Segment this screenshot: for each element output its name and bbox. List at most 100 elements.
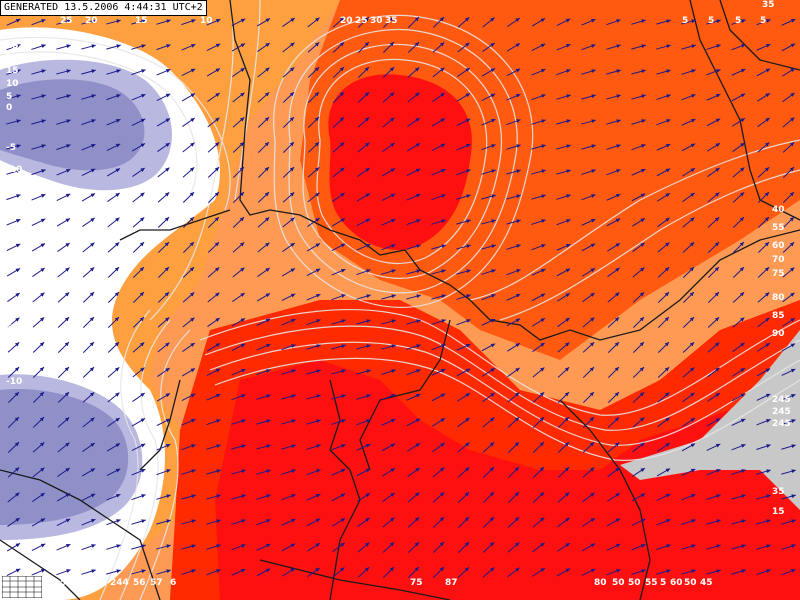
edge-label: -5 xyxy=(6,143,16,153)
wind-arrow-icon xyxy=(582,317,595,328)
wind-arrow-icon xyxy=(407,467,420,478)
wind-arrow-icon xyxy=(432,541,445,554)
wind-arrow-icon xyxy=(781,469,796,475)
wind-arrow-icon xyxy=(256,444,271,450)
edge-label: 56 xyxy=(133,578,146,588)
wind-arrow-icon xyxy=(681,167,696,177)
wind-arrow-icon xyxy=(256,369,271,376)
wind-arrow-icon xyxy=(781,544,796,551)
wind-arrow-icon xyxy=(31,218,46,227)
wind-arrow-icon xyxy=(382,16,395,28)
wind-arrow-icon xyxy=(631,119,646,125)
wind-arrow-icon xyxy=(656,69,671,75)
wind-arrow-icon xyxy=(432,491,445,503)
wind-arrow-icon xyxy=(432,92,446,102)
wind-arrow-icon xyxy=(81,143,96,151)
wind-arrow-icon xyxy=(631,569,646,575)
wind-arrow-icon xyxy=(456,143,471,151)
wind-arrow-icon xyxy=(356,344,371,350)
wind-arrow-icon xyxy=(781,519,796,525)
wind-arrow-icon xyxy=(306,419,321,425)
wind-arrow-icon xyxy=(106,19,121,25)
wind-arrow-icon xyxy=(31,144,46,150)
wind-arrow-icon xyxy=(257,191,270,203)
wind-arrow-icon xyxy=(556,43,571,51)
wind-arrow-icon xyxy=(657,417,670,428)
wind-arrow-icon xyxy=(57,242,71,252)
edge-label: 245 xyxy=(772,395,791,405)
wind-arrow-icon xyxy=(207,141,220,153)
wind-arrow-icon xyxy=(331,243,346,252)
wind-arrow-icon xyxy=(606,218,621,227)
wind-arrow-icon xyxy=(731,569,746,575)
wind-arrow-icon xyxy=(356,319,371,325)
wind-arrow-icon xyxy=(656,493,671,501)
wind-arrow-icon xyxy=(432,442,445,453)
wind-arrow-icon xyxy=(107,192,121,202)
wind-arrow-icon xyxy=(556,568,571,577)
edge-label: 25 xyxy=(355,16,368,26)
blue-southwest xyxy=(0,389,129,525)
wind-arrow-icon xyxy=(432,566,445,578)
wind-arrow-icon xyxy=(107,217,120,228)
edge-label: 25 xyxy=(6,41,19,51)
wind-arrow-icon xyxy=(157,167,170,178)
wind-arrow-icon xyxy=(281,419,296,425)
wind-arrow-icon xyxy=(57,341,70,353)
wind-arrow-icon xyxy=(606,144,621,150)
wind-arrow-icon xyxy=(782,92,795,103)
wind-arrow-icon xyxy=(682,316,695,328)
wind-arrow-icon xyxy=(7,441,20,453)
wind-arrow-icon xyxy=(182,216,195,228)
wind-arrow-icon xyxy=(682,192,695,203)
wind-arrow-icon xyxy=(132,167,146,177)
wind-arrow-icon xyxy=(757,266,770,278)
wind-arrow-icon xyxy=(431,117,446,127)
wind-arrow-icon xyxy=(682,367,695,378)
wind-arrow-icon xyxy=(456,118,471,127)
wind-arrow-icon xyxy=(306,444,321,450)
wind-arrow-icon xyxy=(7,517,21,527)
wind-arrow-icon xyxy=(206,393,221,401)
wind-arrow-icon xyxy=(656,569,671,575)
wind-arrow-icon xyxy=(82,266,95,278)
wind-arrow-icon xyxy=(381,467,396,477)
wind-arrow-icon xyxy=(407,16,420,28)
wind-arrow-icon xyxy=(31,119,46,125)
wind-arrow-icon xyxy=(681,443,696,452)
wind-arrow-icon xyxy=(332,16,345,28)
wind-arrow-icon xyxy=(31,193,46,201)
wind-arrow-icon xyxy=(432,467,445,478)
wind-arrow-icon xyxy=(31,69,46,75)
wind-arrow-icon xyxy=(481,194,496,200)
wind-arrow-icon xyxy=(581,169,596,175)
wind-arrow-icon xyxy=(107,341,120,353)
edge-label: 87 xyxy=(445,578,458,588)
edge-label: 15 xyxy=(44,578,57,588)
wind-arrow-icon xyxy=(206,519,221,525)
wind-arrow-icon xyxy=(657,291,670,303)
wind-arrow-icon xyxy=(307,217,321,227)
wind-arrow-icon xyxy=(107,417,121,427)
wind-arrow-icon xyxy=(82,341,95,353)
wind-arrow-icon xyxy=(82,366,95,378)
wind-arrow-icon xyxy=(181,569,196,575)
wind-arrow-icon xyxy=(456,294,471,300)
wind-arrow-icon xyxy=(156,569,171,575)
wind-arrow-icon xyxy=(257,242,270,253)
wind-arrow-icon xyxy=(206,18,221,26)
wind-arrow-icon xyxy=(731,93,746,102)
edge-label: 15 xyxy=(135,16,148,26)
wind-arrow-icon xyxy=(657,392,670,403)
edge-label: -10 xyxy=(6,205,22,215)
wind-arrow-icon xyxy=(557,366,570,378)
wind-arrow-icon xyxy=(381,319,396,325)
wind-arrow-icon xyxy=(456,169,471,176)
wind-arrow-icon xyxy=(457,442,470,453)
edge-label: 112 xyxy=(84,578,103,588)
wind-arrow-icon xyxy=(157,241,170,253)
wind-arrow-icon xyxy=(456,319,471,326)
wind-arrow-icon xyxy=(781,419,796,425)
wind-arrow-icon xyxy=(506,244,521,250)
